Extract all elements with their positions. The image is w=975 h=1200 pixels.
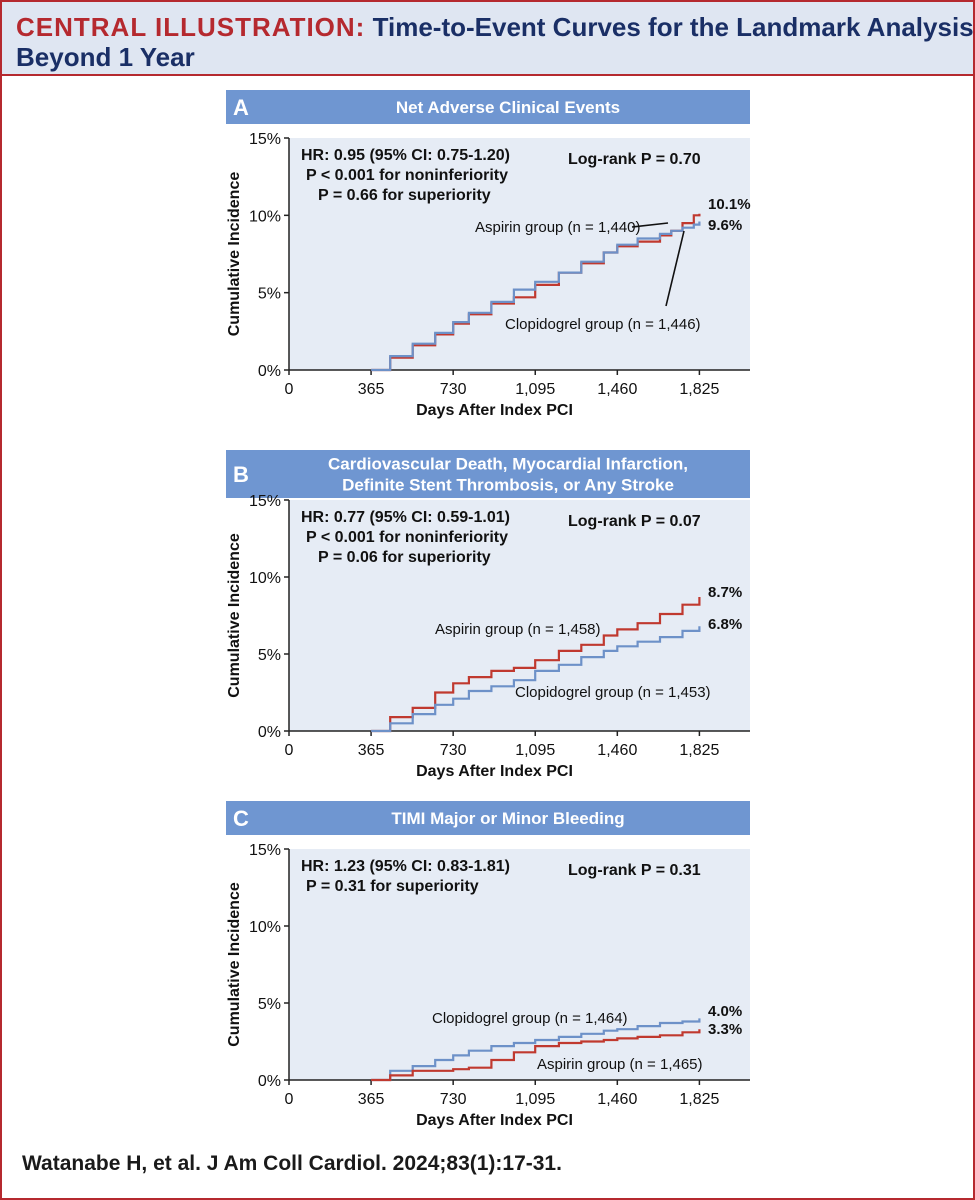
x-axis-label: Days After Index PCI (416, 1112, 573, 1129)
panel-letter: A (233, 95, 249, 120)
x-tick-label: 1,460 (597, 1091, 637, 1108)
stat-text: P = 0.31 for superiority (306, 878, 479, 895)
end-value-label: 6.8% (708, 616, 742, 633)
central-illustration-label: CENTRAL ILLUSTRATION: (16, 12, 366, 42)
stat-text: HR: 0.95 (95% CI: 0.75-1.20) (301, 147, 510, 164)
series-name-label: Aspirin group (n = 1,465) (537, 1056, 703, 1073)
chart-panel-c: C TIMI Major or Minor Bleeding 0% 5% 10% 15% 0… (226, 801, 750, 1129)
header-title: Time-to-Event Curves for the Landmark An… (372, 12, 974, 42)
series-name-label: Clopidogrel group (n = 1,453) (515, 684, 711, 701)
x-tick-label: 0 (285, 742, 294, 759)
x-tick-label: 1,825 (679, 1091, 719, 1108)
logrank-text: Log-rank P = 0.31 (568, 862, 701, 879)
plot-area (289, 138, 750, 370)
panel-title-bar (226, 801, 750, 835)
x-tick-label: 365 (358, 381, 385, 398)
y-axis-label: Cumulative Incidence (226, 172, 243, 337)
series-name-label: Clopidogrel group (n = 1,464) (432, 1010, 628, 1027)
series-line (371, 1018, 701, 1082)
x-tick-label: 1,460 (597, 381, 637, 398)
x-tick-label: 1,095 (515, 381, 555, 398)
figure-header: CENTRAL ILLUSTRATION: Time-to-Event Curv… (2, 2, 974, 76)
y-tick-label: 15% (249, 842, 281, 859)
x-tick-label: 365 (358, 742, 385, 759)
y-tick-label: 0% (258, 1073, 281, 1090)
stat-text: HR: 0.77 (95% CI: 0.59-1.01) (301, 509, 510, 526)
x-axis-label: Days After Index PCI (416, 402, 573, 419)
citation: Watanabe H, et al. J Am Coll Cardiol. 20… (22, 1152, 562, 1175)
chart-panel-a: A Net Adverse Clinical Events 0% 5% 10% 15% 0 3… (226, 90, 751, 419)
y-axis-label: Cumulative Incidence (226, 533, 243, 698)
panel-title: Cardiovascular Death, Myocardial Infarct… (328, 455, 688, 474)
x-tick-label: 1,095 (515, 742, 555, 759)
y-tick-label: 10% (249, 208, 281, 225)
y-tick-label: 5% (258, 647, 281, 664)
panel-title: Definite Stent Thrombosis, or Any Stroke (342, 476, 674, 495)
stat-text: P = 0.66 for superiority (318, 187, 491, 204)
series-line (371, 1029, 701, 1082)
y-axis-label: Cumulative Incidence (226, 882, 243, 1047)
stat-text: P < 0.001 for noninferiority (306, 167, 508, 184)
x-tick-label: 730 (440, 381, 467, 398)
y-tick-label: 0% (258, 363, 281, 380)
x-tick-label: 1,825 (679, 381, 719, 398)
logrank-text: Log-rank P = 0.07 (568, 513, 701, 530)
plot-area (289, 500, 750, 731)
series-name-label: Clopidogrel group (n = 1,446) (505, 316, 701, 333)
header-title-line2: Beyond 1 Year (16, 42, 195, 72)
y-tick-label: 15% (249, 493, 281, 510)
end-value-label: 9.6% (708, 217, 742, 234)
x-tick-label: 1,825 (679, 742, 719, 759)
x-tick-label: 0 (285, 381, 294, 398)
end-value-label: 10.1% (708, 196, 751, 213)
x-tick-label: 1,460 (597, 742, 637, 759)
x-axis-label: Days After Index PCI (416, 763, 573, 780)
series-line (371, 626, 701, 733)
stat-text: P < 0.001 for noninferiority (306, 529, 508, 546)
x-tick-label: 365 (358, 1091, 385, 1108)
series-line (371, 597, 701, 733)
end-value-label: 3.3% (708, 1021, 742, 1038)
logrank-text: Log-rank P = 0.70 (568, 151, 701, 168)
end-value-label: 4.0% (708, 1003, 742, 1020)
y-tick-label: 5% (258, 996, 281, 1013)
x-tick-label: 730 (440, 1091, 467, 1108)
end-value-label: 8.7% (708, 584, 742, 601)
label-leader-line (631, 222, 669, 228)
series-line (371, 221, 701, 372)
stat-text: HR: 1.23 (95% CI: 0.83-1.81) (301, 858, 510, 875)
series-name-label: Aspirin group (n = 1,440) (475, 219, 641, 236)
chart-panel-b: B Cardiovascular Death, Myocardial Infarc… (226, 450, 750, 780)
y-tick-label: 5% (258, 286, 281, 303)
y-tick-label: 10% (249, 919, 281, 936)
x-tick-label: 0 (285, 1091, 294, 1108)
label-leader-line (665, 230, 685, 307)
panel-title: Net Adverse Clinical Events (396, 98, 620, 117)
y-tick-label: 15% (249, 131, 281, 148)
header-title-line1: CENTRAL ILLUSTRATION: Time-to-Event Curv… (16, 12, 974, 43)
x-tick-label: 1,095 (515, 1091, 555, 1108)
panel-title: TIMI Major or Minor Bleeding (391, 809, 624, 828)
stat-text: P = 0.06 for superiority (318, 549, 491, 566)
panel-letter: B (233, 462, 249, 487)
panel-title-bar (226, 90, 750, 124)
panel-letter: C (233, 806, 249, 831)
series-name-label: Aspirin group (n = 1,458) (435, 621, 601, 638)
plot-area (289, 849, 750, 1080)
y-tick-label: 10% (249, 570, 281, 587)
panel-title-bar (226, 450, 750, 498)
y-tick-label: 0% (258, 724, 281, 741)
x-tick-label: 730 (440, 742, 467, 759)
